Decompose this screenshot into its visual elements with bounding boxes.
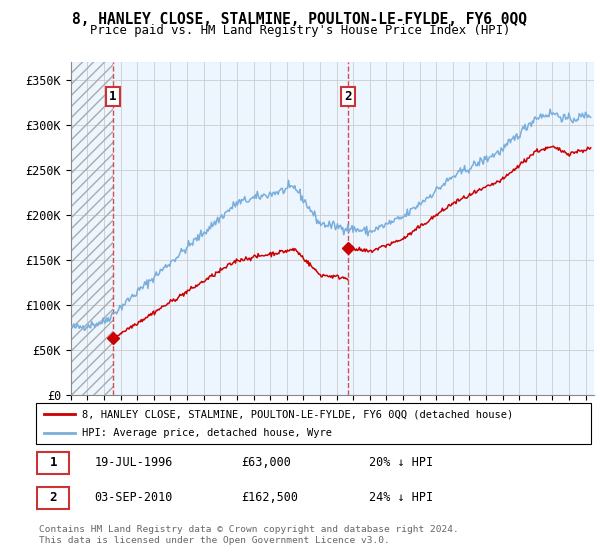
Text: 19-JUL-1996: 19-JUL-1996	[94, 456, 173, 469]
Text: £63,000: £63,000	[241, 456, 291, 469]
Text: £162,500: £162,500	[241, 492, 298, 505]
Bar	[71, 62, 113, 395]
Text: 1: 1	[49, 456, 57, 469]
Text: 2: 2	[49, 492, 57, 505]
Text: Price paid vs. HM Land Registry's House Price Index (HPI): Price paid vs. HM Land Registry's House …	[90, 24, 510, 37]
Text: 1: 1	[109, 90, 117, 103]
Text: HPI: Average price, detached house, Wyre: HPI: Average price, detached house, Wyre	[82, 428, 332, 437]
Text: 24% ↓ HPI: 24% ↓ HPI	[369, 492, 433, 505]
Text: 8, HANLEY CLOSE, STALMINE, POULTON-LE-FYLDE, FY6 0QQ (detached house): 8, HANLEY CLOSE, STALMINE, POULTON-LE-FY…	[82, 409, 513, 419]
Text: 20% ↓ HPI: 20% ↓ HPI	[369, 456, 433, 469]
FancyBboxPatch shape	[37, 487, 70, 509]
Text: 8, HANLEY CLOSE, STALMINE, POULTON-LE-FYLDE, FY6 0QQ: 8, HANLEY CLOSE, STALMINE, POULTON-LE-FY…	[73, 12, 527, 27]
Text: 03-SEP-2010: 03-SEP-2010	[94, 492, 173, 505]
Bar	[71, 62, 594, 395]
FancyBboxPatch shape	[37, 452, 70, 474]
Text: 2: 2	[344, 90, 352, 103]
FancyBboxPatch shape	[36, 403, 591, 444]
Text: Contains HM Land Registry data © Crown copyright and database right 2024.
This d: Contains HM Land Registry data © Crown c…	[39, 525, 459, 545]
